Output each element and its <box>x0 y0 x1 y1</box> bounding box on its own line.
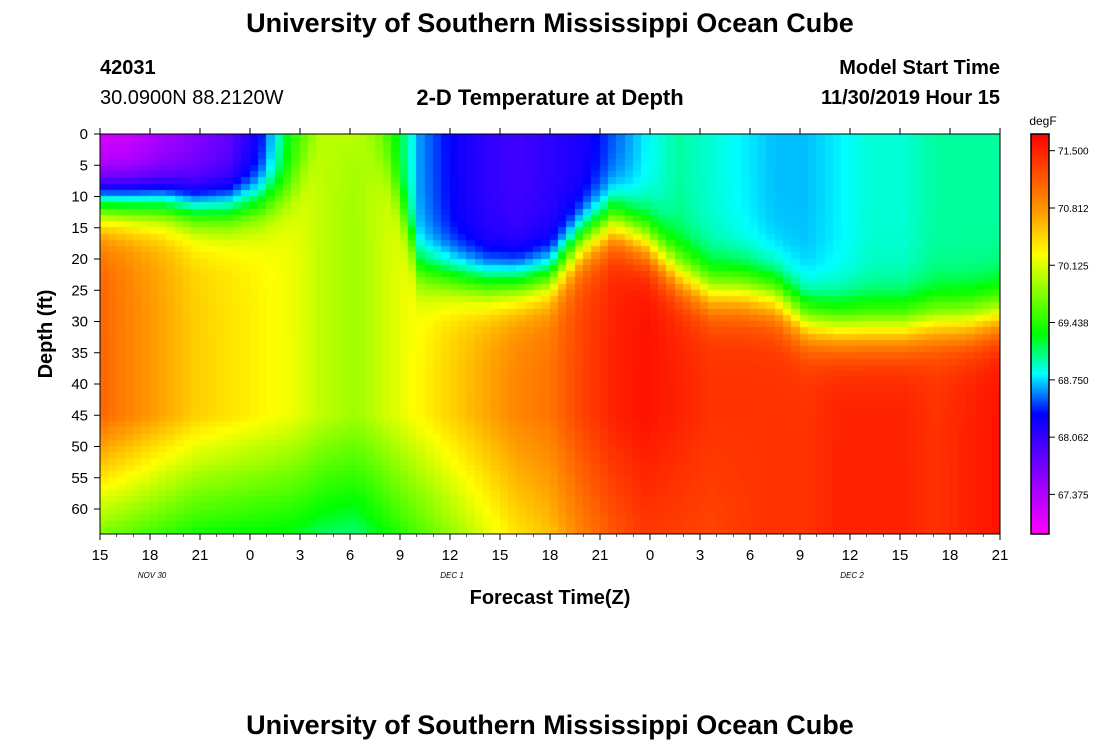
colorbar-tick-label: 68.062 <box>1058 433 1089 444</box>
y-tick-label: 40 <box>71 376 88 393</box>
x-tick-label: 6 <box>346 547 354 564</box>
date-label: DEC 1 <box>440 571 464 580</box>
x-tick-label: 0 <box>646 547 654 564</box>
x-tick-label: 3 <box>696 547 704 564</box>
y-tick-label: 60 <box>71 501 88 518</box>
y-tick-label: 25 <box>71 282 88 299</box>
x-tick-label: 0 <box>246 547 254 564</box>
x-tick-label: 21 <box>192 547 209 564</box>
x-axis: 15 18 21 0 3 6 9 12 15 18 21 0 3 6 9 12 15 18 21 <box>92 128 1009 564</box>
y-tick-label: 0 <box>80 126 88 143</box>
y-tick-label: 55 <box>71 470 88 487</box>
colorbar-ticks: 71.500 70.812 70.125 69.438 68.750 68.062 67.3… <box>1049 147 1089 501</box>
y-tick-label: 35 <box>71 345 88 362</box>
x-tick-label: 12 <box>842 547 859 564</box>
x-tick-label: 3 <box>296 547 304 564</box>
x-tick-label: 21 <box>992 547 1009 564</box>
x-tick-label: 15 <box>892 547 909 564</box>
x-tick-label: 9 <box>396 547 404 564</box>
y-tick-label: 10 <box>71 189 88 206</box>
y-axis-label: Depth (ft) <box>35 290 57 379</box>
heatmap-plot-area <box>100 134 1000 534</box>
y-axis: 0 5 10 15 20 25 30 35 40 45 50 55 60 <box>71 126 100 518</box>
y-tick-label: 30 <box>71 314 88 331</box>
colorbar-tick-label: 68.750 <box>1058 376 1089 387</box>
x-tick-label: 18 <box>142 547 159 564</box>
y-tick-label: 20 <box>71 251 88 268</box>
model-start-value: 11/30/2019 Hour 15 <box>820 87 1000 109</box>
colorbar-tick-label: 70.125 <box>1058 261 1089 272</box>
colorbar-tick-label: 67.375 <box>1058 490 1089 501</box>
colorbar-tick-label: 71.500 <box>1058 147 1089 158</box>
date-labels: NOV 30 DEC 1 DEC 2 <box>138 571 865 580</box>
chart-subtitle: 2-D Temperature at Depth <box>416 85 684 110</box>
station-id: 42031 <box>100 57 156 79</box>
x-tick-label: 15 <box>492 547 509 564</box>
page-title: University of Southern Mississippi Ocean… <box>246 8 854 38</box>
x-tick-label: 12 <box>442 547 459 564</box>
colorbar-unit: degF <box>1029 114 1056 128</box>
y-tick-label: 5 <box>80 157 88 174</box>
colorbar <box>1030 133 1050 535</box>
x-tick-label: 15 <box>92 547 109 564</box>
colorbar-tick-label: 70.812 <box>1058 204 1089 215</box>
y-tick-label: 50 <box>71 439 88 456</box>
model-start-label: Model Start Time <box>839 57 1000 79</box>
date-label: NOV 30 <box>138 571 167 580</box>
y-tick-label: 15 <box>71 220 88 237</box>
x-tick-label: 9 <box>796 547 804 564</box>
x-tick-label: 21 <box>592 547 609 564</box>
x-axis-label: Forecast Time(Z) <box>470 587 631 609</box>
y-tick-label: 45 <box>71 407 88 424</box>
x-tick-label: 18 <box>542 547 559 564</box>
footer-title: University of Southern Mississippi Ocean… <box>246 710 854 740</box>
x-tick-label: 6 <box>746 547 754 564</box>
x-tick-label: 18 <box>942 547 959 564</box>
colorbar-tick-label: 69.438 <box>1058 319 1089 330</box>
date-label: DEC 2 <box>840 571 864 580</box>
station-location: 30.0900N 88.2120W <box>100 87 284 109</box>
